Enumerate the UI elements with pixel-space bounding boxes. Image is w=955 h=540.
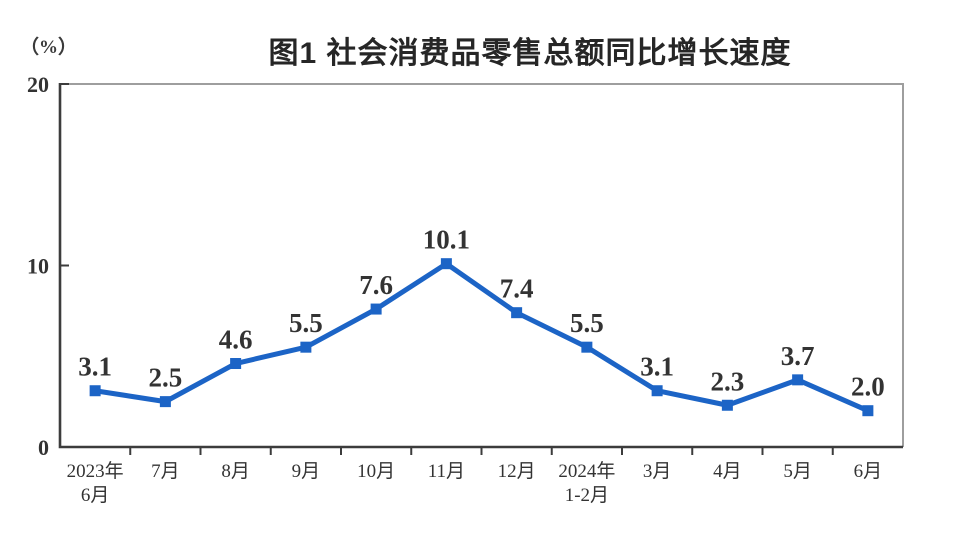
y-tick-label: 10 xyxy=(27,254,49,279)
data-point-label: 2.3 xyxy=(711,366,745,396)
data-point-marker xyxy=(440,258,452,270)
plot-border xyxy=(60,83,904,447)
x-tick-label: 4月 xyxy=(713,461,742,482)
data-point-label: 4.6 xyxy=(219,325,253,355)
data-point-label: 3.1 xyxy=(640,352,674,382)
data-point-marker xyxy=(89,385,101,397)
data-point-label: 10.1 xyxy=(423,225,470,255)
x-tick-label: 7月 xyxy=(151,461,180,482)
x-tick-label: 8月 xyxy=(221,461,250,482)
y-axis-unit-label: （%） xyxy=(20,37,78,58)
data-point-label: 2.0 xyxy=(851,372,885,402)
x-tick-label: 11月 xyxy=(428,461,465,482)
y-tick-label: 0 xyxy=(38,435,49,460)
y-tick-label: 20 xyxy=(27,72,49,97)
data-point-marker xyxy=(370,303,382,315)
data-point-label: 7.6 xyxy=(359,270,393,300)
data-point-marker xyxy=(581,341,593,353)
data-point-marker xyxy=(300,341,312,353)
x-tick-label: 3月 xyxy=(643,461,672,482)
data-point-marker xyxy=(159,396,171,408)
x-tick-label: 10月 xyxy=(357,461,395,482)
data-point-marker xyxy=(721,399,733,411)
data-point-label: 2.5 xyxy=(149,363,183,393)
series-line xyxy=(92,261,871,414)
x-tick-label: 2024年 1-2月 xyxy=(558,460,615,506)
data-point-marker xyxy=(511,307,523,319)
data-point-marker xyxy=(651,385,663,397)
data-point-label: 3.7 xyxy=(781,341,815,371)
data-point-label: 5.5 xyxy=(289,308,323,338)
data-point-label: 3.1 xyxy=(78,352,112,382)
x-tick-label: 12月 xyxy=(498,461,536,482)
x-tick-label: 9月 xyxy=(292,461,321,482)
x-tick-label: 6月 xyxy=(854,461,883,482)
data-point-marker xyxy=(792,374,804,386)
chart-title: 图1 社会消费品零售总额同比增长速度 xyxy=(268,37,792,70)
x-tick-label: 5月 xyxy=(783,461,812,482)
data-point-marker xyxy=(862,405,874,417)
x-tick-label: 2023年 6月 xyxy=(67,460,124,506)
data-point-label: 7.4 xyxy=(500,274,534,304)
data-point-marker xyxy=(230,358,242,370)
data-point-label: 5.5 xyxy=(570,308,604,338)
